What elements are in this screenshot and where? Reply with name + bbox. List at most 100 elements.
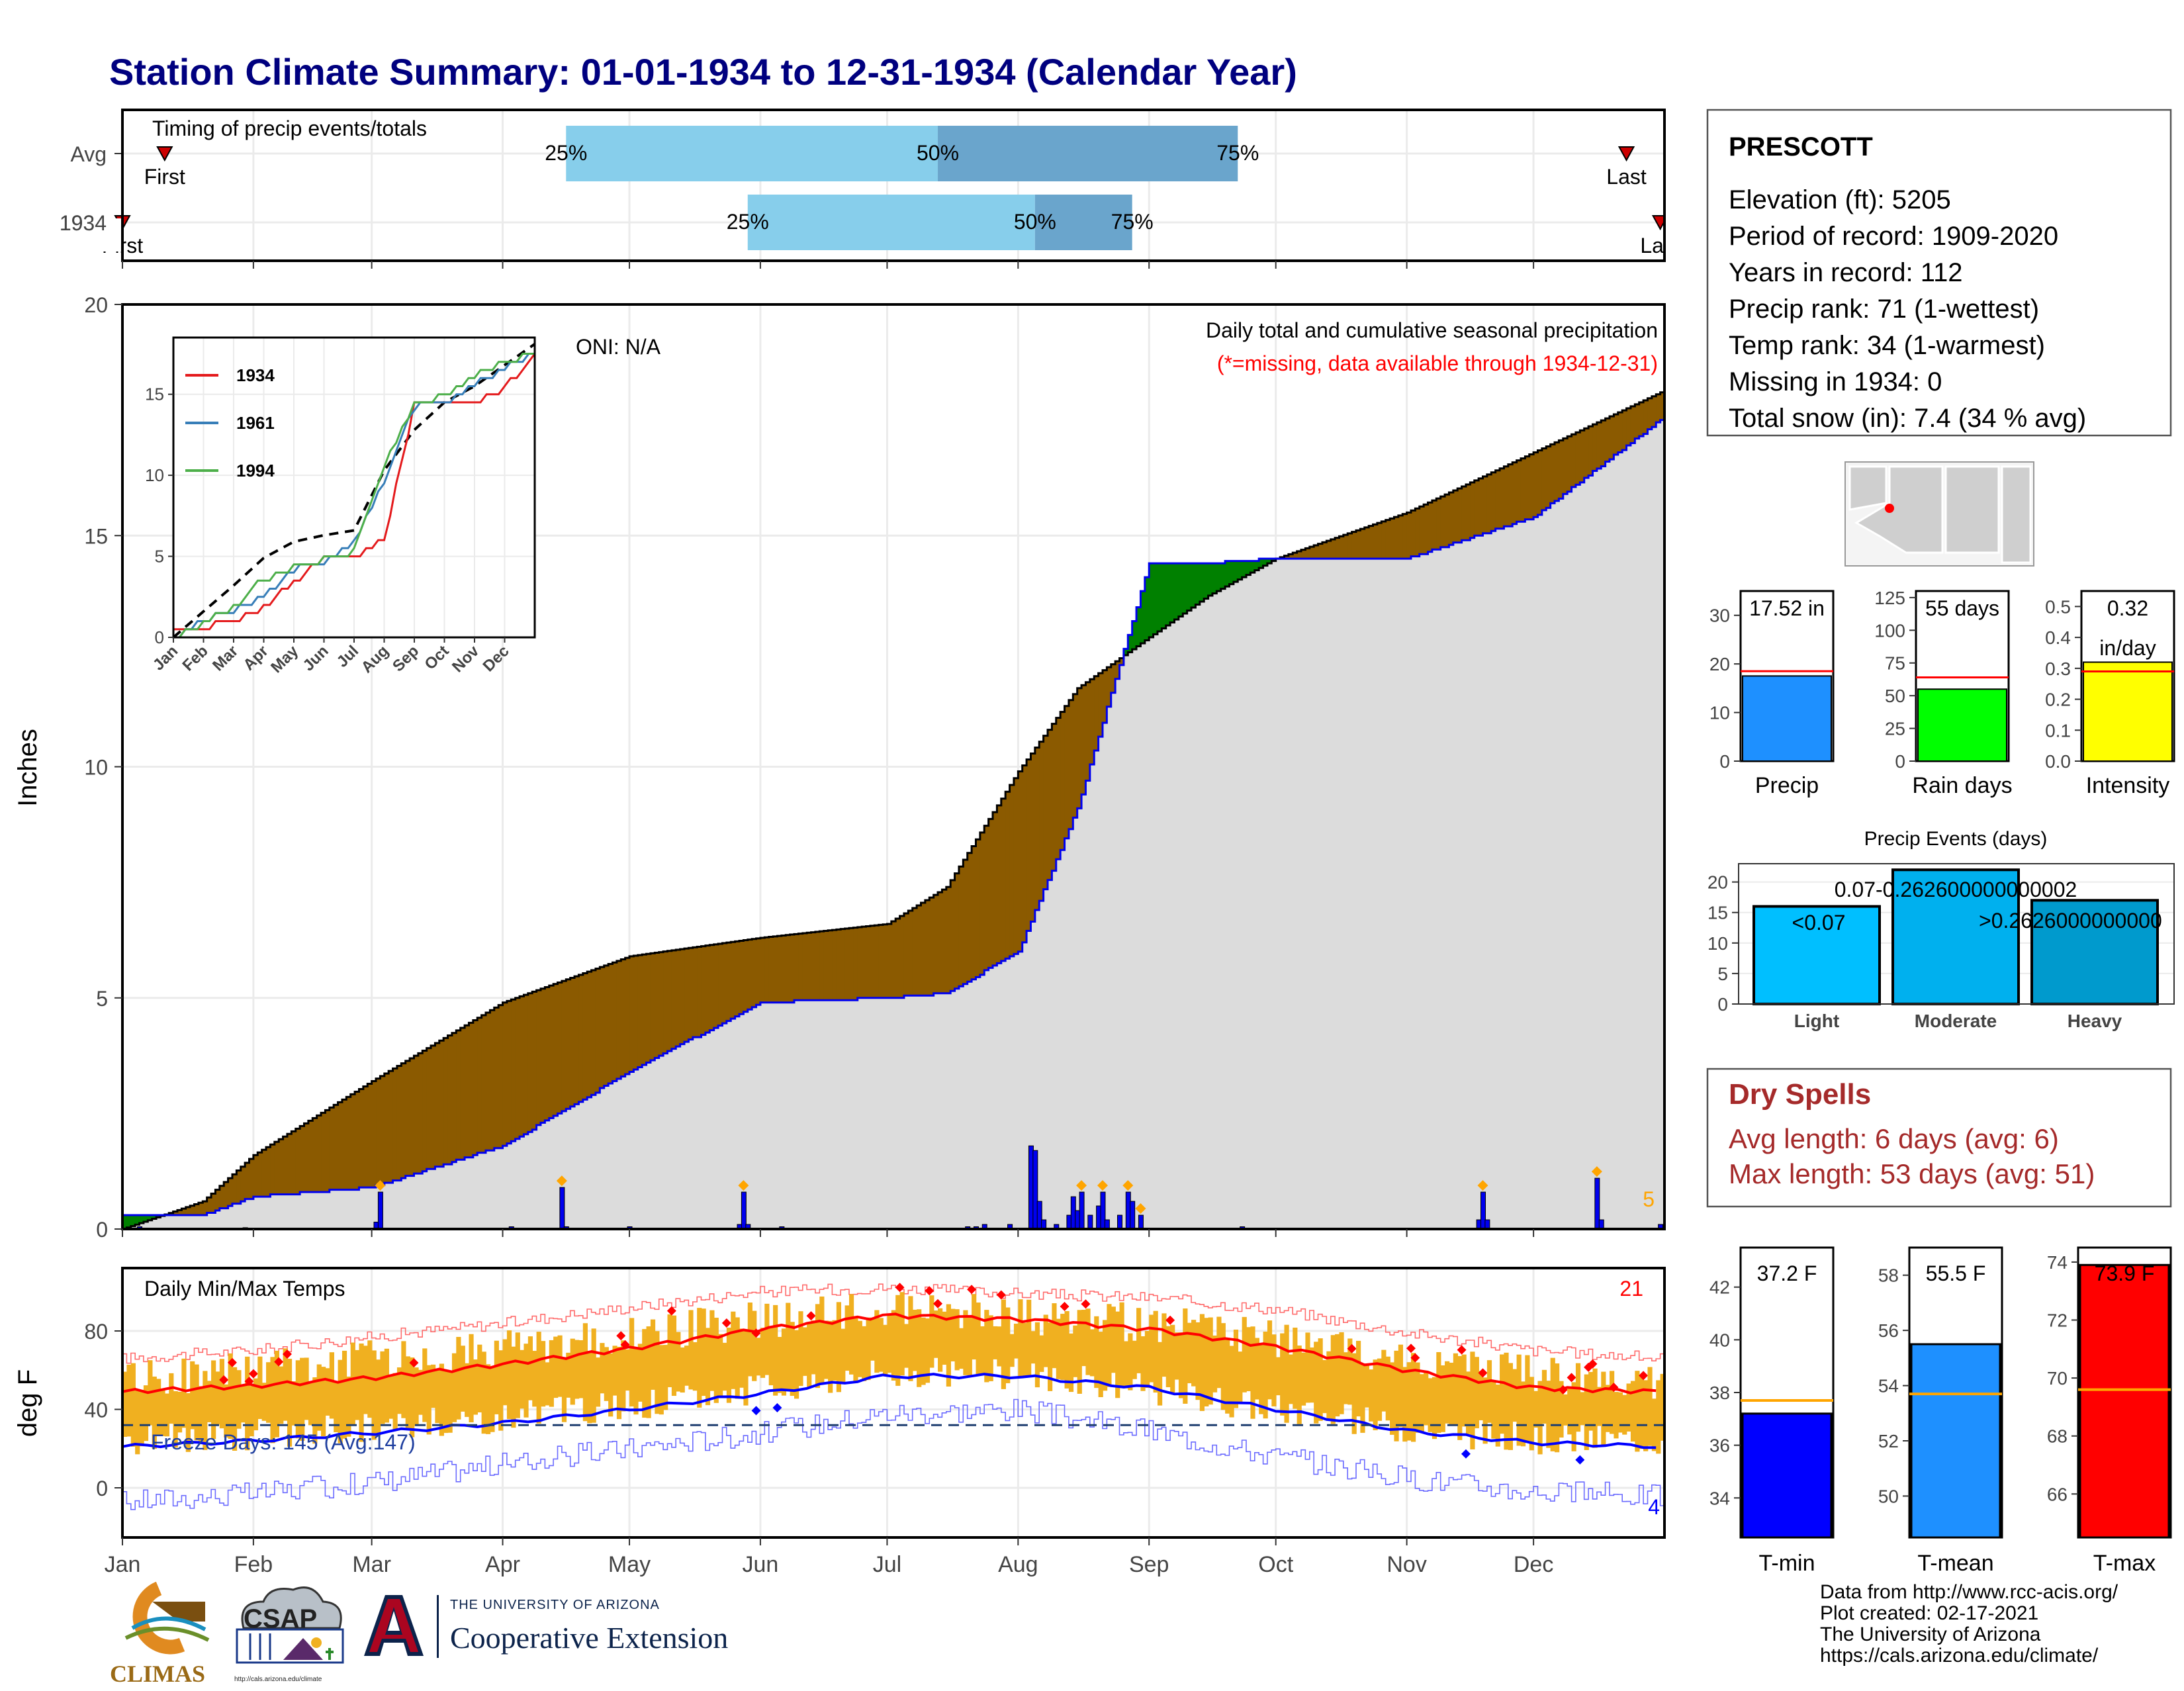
month-tick-label: Apr [485, 1552, 520, 1577]
surplus-fill [1259, 559, 1264, 569]
daily-temp-range-bar [870, 1317, 876, 1361]
timing-panel: 25%50%75%FirstLastAvg25%50%75%FirstLast1… [60, 99, 1706, 271]
deficit-fill [1048, 729, 1052, 880]
daily-temp-range-bar [422, 1348, 428, 1422]
deficit-fill [1525, 456, 1530, 520]
surplus-fill [1123, 649, 1128, 656]
daily-temp-range-bar [1630, 1381, 1636, 1442]
temp-bar-tick-label: 38 [1709, 1383, 1730, 1403]
deficit-fill [460, 1028, 465, 1160]
deficit-fill [752, 938, 757, 1007]
deficit-fill [1465, 484, 1471, 541]
deficit-fill [646, 954, 651, 1063]
deficit-fill [367, 1083, 373, 1188]
daily-temp-range-bar [1263, 1331, 1268, 1419]
daily-temp-range-bar [443, 1369, 449, 1434]
surplus-fill [1149, 563, 1154, 637]
summary-bars: 17.52 in 0 10 20 30 Precip 55 days 0 25 50 75 100 12… [1709, 588, 2175, 798]
deficit-fill [1102, 670, 1107, 723]
daily-precip-bar [559, 1187, 565, 1230]
inset-series-line [173, 353, 535, 639]
deficit-fill [1647, 398, 1653, 430]
surplus-fill [1161, 563, 1167, 629]
surplus-fill [1242, 561, 1247, 578]
deficit-fill [819, 931, 825, 1001]
daily-temp-range-bar [1242, 1316, 1247, 1393]
deficit-fill [1410, 510, 1416, 557]
daily-temp-range-bar [1293, 1327, 1298, 1409]
daily-temp-range-bar [426, 1365, 432, 1435]
daily-temp-range-bar [1402, 1367, 1408, 1442]
daily-temp-range-bar [942, 1311, 947, 1365]
daily-temp-range-bar [185, 1393, 191, 1452]
daily-temp-range-bar [1094, 1316, 1099, 1389]
daily-temp-range-bar [895, 1295, 901, 1386]
mini-bar [1917, 688, 2007, 762]
daily-temp-range-bar [629, 1318, 635, 1407]
deficit-fill [925, 900, 930, 996]
record-low-marker [1575, 1455, 1585, 1465]
temp-bar-tick-label: 34 [1709, 1488, 1730, 1508]
daily-temp-range-bar [1525, 1355, 1530, 1442]
daily-temp-range-bar [1614, 1392, 1619, 1439]
daily-temp-range-bar [912, 1309, 917, 1371]
deficit-fill [173, 1211, 178, 1216]
deficit-fill [747, 939, 752, 1010]
daily-temp-range-bar [887, 1314, 892, 1373]
daily-temp-range-bar [490, 1366, 495, 1432]
deficit-fill [1056, 717, 1061, 860]
inset-series-line [173, 353, 535, 639]
deficit-fill [384, 1073, 389, 1183]
daily-temp-range-bar [135, 1390, 140, 1455]
deficit-fill [862, 927, 867, 998]
daily-temp-range-bar [502, 1339, 508, 1406]
deficit-fill [722, 943, 727, 1024]
deficit-fill [532, 991, 537, 1130]
deficit-fill [1622, 410, 1627, 451]
station-info-line: Elevation (ft): 5205 [1729, 185, 1951, 214]
daily-temp-range-bar [1424, 1371, 1429, 1426]
record-high-marker [806, 1311, 816, 1321]
daily-temp-range-bar [1592, 1368, 1598, 1448]
daily-temp-range-bar [388, 1374, 394, 1419]
surplus-fill [1238, 561, 1243, 580]
deficit-fill [1512, 462, 1518, 524]
record-high-marker [616, 1331, 626, 1341]
mini-bar-tick-label: 10 [1709, 703, 1730, 723]
deficit-fill [566, 979, 571, 1109]
daily-temp-range-bar [1250, 1326, 1255, 1419]
daily-temp-range-bar [396, 1367, 402, 1414]
deficit-fill [1432, 500, 1437, 550]
surplus-fill [1183, 563, 1188, 614]
deficit-fill [815, 931, 820, 1001]
deficit-fill [1343, 535, 1348, 559]
deficit-fill [376, 1078, 381, 1185]
deficit-fill [1656, 394, 1661, 423]
deficit-fill [511, 999, 516, 1142]
daily-temp-range-bar [228, 1353, 233, 1440]
deficit-fill [1001, 798, 1006, 961]
daily-temp-range-bar [329, 1352, 334, 1419]
mini-bar-tick-label: 0.2 [2045, 690, 2071, 710]
deficit-fill [1617, 412, 1623, 453]
daily-temp-range-bar [515, 1332, 520, 1418]
surplus-fill [122, 1215, 127, 1229]
surplus-fill [1271, 559, 1277, 561]
deficit-fill [1563, 438, 1568, 494]
daily-temp-range-bar [376, 1359, 381, 1436]
mini-bar-tick-label: 25 [1885, 719, 1905, 739]
deficit-fill [553, 983, 559, 1116]
mini-bar-tick-label: 125 [1874, 588, 1905, 608]
daily-temp-range-bar [1060, 1314, 1066, 1380]
avg-max-line [122, 1312, 1657, 1394]
surplus-fill [1199, 563, 1205, 602]
dry-spells-avg: Avg length: 6 days (avg: 6) [1729, 1123, 2059, 1154]
month-tick-label: Jul [873, 1552, 901, 1577]
surplus-fill [1187, 563, 1192, 611]
daily-temp-range-bar [1385, 1356, 1390, 1421]
deficit-fill [341, 1099, 347, 1190]
daily-temp-range-bar [848, 1294, 854, 1375]
daily-temp-range-bar [291, 1381, 296, 1426]
mini-bar-tick-label: 50 [1885, 686, 1905, 706]
daily-temp-range-bar [1571, 1382, 1576, 1451]
